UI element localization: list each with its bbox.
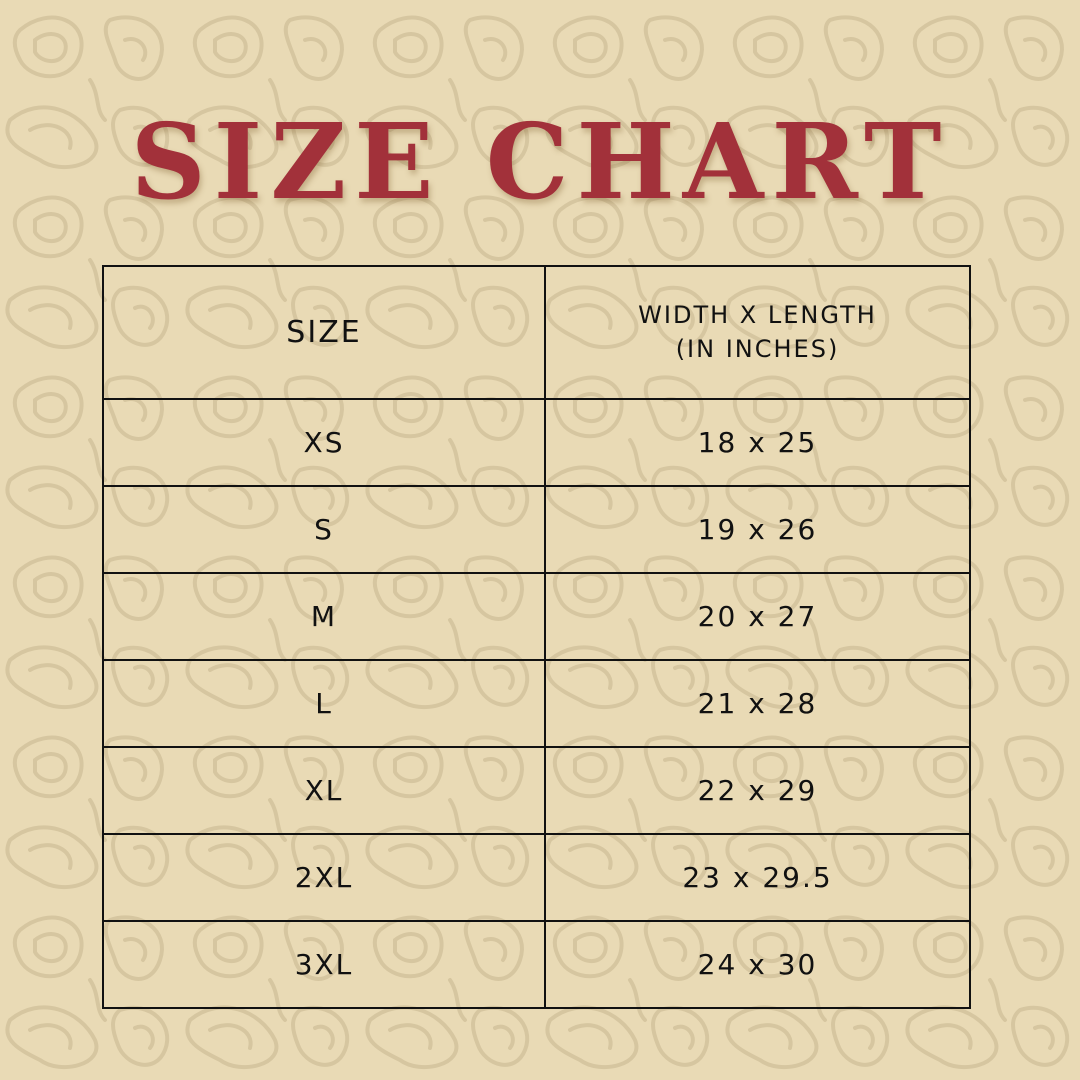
size-cell: XL <box>102 746 546 835</box>
table-row: S 19 x 26 <box>102 485 971 574</box>
dimensions-cell: 24 x 30 <box>544 920 971 1009</box>
size-chart-table: SIZE WIDTH X LENGTH (IN INCHES) XS 18 x 2… <box>102 265 971 1009</box>
table-row: 3XL 24 x 30 <box>102 920 971 1009</box>
dimensions-cell: 18 x 25 <box>544 398 971 487</box>
table-header-row: SIZE WIDTH X LENGTH (IN INCHES) <box>102 265 971 400</box>
dimensions-cell: 23 x 29.5 <box>544 833 971 922</box>
header-dimensions-unit: (IN INCHES) <box>675 334 840 363</box>
header-size: SIZE <box>102 265 546 400</box>
size-cell: XS <box>102 398 546 487</box>
header-dimensions: WIDTH X LENGTH (IN INCHES) <box>544 265 971 400</box>
size-cell: 2XL <box>102 833 546 922</box>
dimensions-cell: 20 x 27 <box>544 572 971 661</box>
table-row: L 21 x 28 <box>102 659 971 748</box>
size-cell: L <box>102 659 546 748</box>
size-cell: M <box>102 572 546 661</box>
dimensions-cell: 19 x 26 <box>544 485 971 574</box>
table-row: 2XL 23 x 29.5 <box>102 833 971 922</box>
table-row: XL 22 x 29 <box>102 746 971 835</box>
table-row: XS 18 x 25 <box>102 398 971 487</box>
size-cell: S <box>102 485 546 574</box>
page-title: SIZE CHART <box>130 100 950 223</box>
table-row: M 20 x 27 <box>102 572 971 661</box>
size-cell: 3XL <box>102 920 546 1009</box>
dimensions-cell: 21 x 28 <box>544 659 971 748</box>
dimensions-cell: 22 x 29 <box>544 746 971 835</box>
header-dimensions-label: WIDTH X LENGTH <box>638 300 877 329</box>
